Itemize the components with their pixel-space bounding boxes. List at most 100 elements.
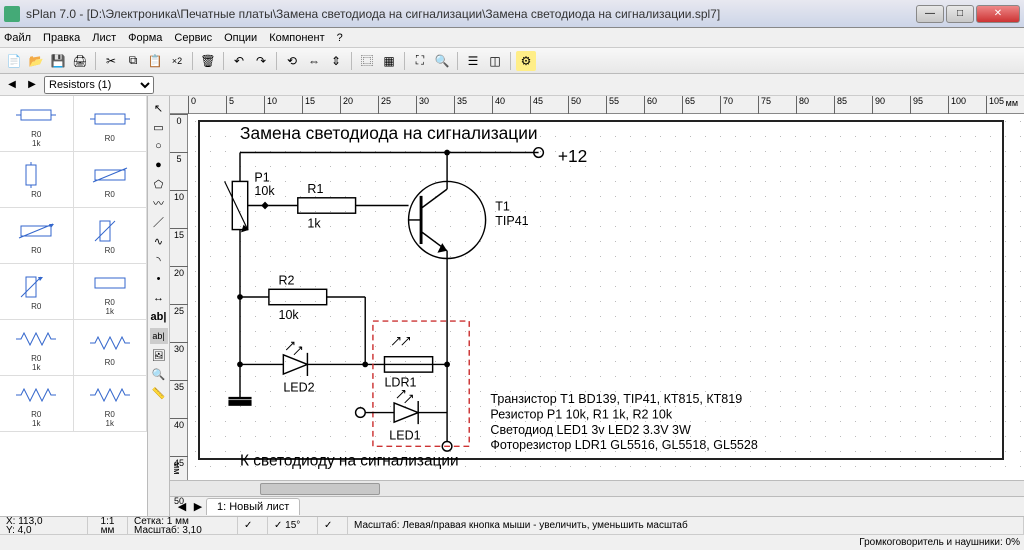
polyline-icon[interactable]: 〰 [150,195,168,211]
circle-icon[interactable]: ○ [150,138,168,154]
ruler-horizontal: мм 0510152025303540455055606570758085909… [170,96,1024,114]
redo-icon[interactable]: ↷ [251,51,271,71]
menu-service[interactable]: Сервис [174,32,212,44]
title-bar: sPlan 7.0 - [D:\Электроника\Печатные пла… [0,0,1024,28]
status-hint: Масштаб: Левая/правая кнопка мыши - увел… [348,517,1024,534]
ungroup-icon[interactable]: ▦ [379,51,399,71]
sheet-tab[interactable]: 1: Новый лист [206,498,300,515]
component-palette: R01k R0 R0 R0 R0 R0 R0 R01k R01k R0 R01k… [0,96,148,516]
menu-sheet[interactable]: Лист [92,32,116,44]
svg-text:R1: R1 [307,182,323,196]
svg-text:LDR1: LDR1 [384,376,416,390]
drawing-canvas[interactable]: Замена светодиода на сигнализации +12 [188,114,1024,480]
svg-text:Резистор P1 10k, R1 1k, R2 10k: Резистор P1 10k, R1 1k, R2 10k [490,407,672,421]
label-icon[interactable]: ab| [150,328,168,344]
window-title: sPlan 7.0 - [D:\Электроника\Печатные пла… [26,7,916,21]
palette-item[interactable]: R0 [74,208,148,263]
coord-y: Y: 4,0 [6,526,32,535]
horizontal-scrollbar[interactable] [170,480,1024,496]
delete-icon[interactable]: 🗑 [198,51,218,71]
status-angle[interactable]: ✓ 15° [268,517,318,534]
text-icon[interactable]: ab| [150,309,168,325]
rotate-icon[interactable]: ⟲ [282,51,302,71]
palette-item[interactable]: R01k [0,320,74,375]
palette-item[interactable]: R0 [0,264,74,319]
status-check[interactable]: ✓ [238,517,268,534]
audio-status: Громкоговоритель и наушники: 0% [859,537,1020,548]
rect-icon[interactable]: ▭ [150,119,168,135]
snap-icon[interactable]: ◫ [485,51,505,71]
undo-icon[interactable]: ↶ [229,51,249,71]
toolbar: 📄 📂 💾 🖨 ✂ ⧉ 📋 ×2 🗑 ↶ ↷ ⟲ ⇔ ⇕ ⿴ ▦ ⛶ 🔍 ☰ ◫… [0,48,1024,74]
svg-text:К светодиоду на сигнализации: К светодиоду на сигнализации [240,453,459,470]
menu-file[interactable]: Файл [4,32,31,44]
svg-text:1k: 1k [307,217,321,231]
zoom-icon[interactable]: 🔍 [150,366,168,382]
palette-item[interactable]: R0 [74,96,148,151]
menu-options[interactable]: Опции [224,32,257,44]
arc-icon[interactable]: ◝ [150,252,168,268]
menu-edit[interactable]: Правка [43,32,80,44]
copy-icon[interactable]: ⧉ [123,51,143,71]
palette-item[interactable]: R0 [0,152,74,207]
svg-text:Светодиод LED1 3v LED2 3.3V 3W: Светодиод LED1 3v LED2 3.3V 3W [490,423,691,437]
poly-icon[interactable]: ⬠ [150,176,168,192]
close-button[interactable]: ✕ [976,5,1020,23]
app-icon [4,6,20,22]
minimize-button[interactable]: — [916,5,944,23]
layers-icon[interactable]: ☰ [463,51,483,71]
mirror-h-icon[interactable]: ⇔ [304,51,324,71]
status-bar-2: Громкоговоритель и наушники: 0% [0,534,1024,550]
lib-prev-icon[interactable]: ◀ [4,77,20,93]
sheet-tabs: ◀ ▶ 1: Новый лист [170,496,1024,516]
svg-text:Фоторезистор LDR1 GL5516, GL55: Фоторезистор LDR1 GL5516, GL5518, GL5528 [490,438,757,452]
line-icon[interactable]: ／ [150,214,168,230]
svg-text:P1: P1 [254,170,269,184]
menu-form[interactable]: Форма [128,32,162,44]
palette-item[interactable]: R01k [74,264,148,319]
paste-icon[interactable]: 📋 [145,51,165,71]
palette-item[interactable]: R01k [0,376,74,431]
mirror-v-icon[interactable]: ⇕ [326,51,346,71]
dup-icon[interactable]: ×2 [167,51,187,71]
ruler-vertical: мм 05101520253035404550 [170,114,188,480]
palette-item[interactable]: R0 [74,152,148,207]
search-icon[interactable]: 🔍 [432,51,452,71]
image-icon[interactable]: 🖼 [150,347,168,363]
tool-column: ↖ ▭ ○ ● ⬠ 〰 ／ ∿ ◝ • ↔ ab| ab| 🖼 🔍 📏 [148,96,170,516]
status-bar: X: 113,0 Y: 4,0 1:1 мм Сетка: 1 мм Масшт… [0,516,1024,534]
menu-help[interactable]: ? [337,32,343,44]
filled-circle-icon[interactable]: ● [150,157,168,173]
palette-item[interactable]: R0 [0,208,74,263]
save-icon[interactable]: 💾 [48,51,68,71]
bezier-icon[interactable]: ∿ [150,233,168,249]
canvas-area: мм 0510152025303540455055606570758085909… [170,96,1024,516]
options-icon[interactable]: ⚙ [516,51,536,71]
print-icon[interactable]: 🖨 [70,51,90,71]
menu-bar: Файл Правка Лист Форма Сервис Опции Комп… [0,28,1024,48]
cut-icon[interactable]: ✂ [101,51,121,71]
open-icon[interactable]: 📂 [26,51,46,71]
library-selector-row: ◀ ▶ Resistors (1) [0,74,1024,96]
tab-next-icon[interactable]: ▶ [190,500,206,513]
palette-item[interactable]: R01k [0,96,74,151]
svg-text:+12: +12 [558,146,587,166]
maximize-button[interactable]: □ [946,5,974,23]
new-icon[interactable]: 📄 [4,51,24,71]
svg-text:T1: T1 [495,199,510,213]
dimension-icon[interactable]: ↔ [150,290,168,306]
zoom-fit-icon[interactable]: ⛶ [410,51,430,71]
menu-component[interactable]: Компонент [269,32,324,44]
pointer-icon[interactable]: ↖ [150,100,168,116]
svg-text:LED1: LED1 [389,429,420,443]
svg-text:10k: 10k [254,184,275,198]
measure-icon[interactable]: 📏 [150,385,168,401]
palette-item[interactable]: R01k [74,376,148,431]
schematic-title: Замена светодиода на сигнализации [240,123,538,143]
palette-item[interactable]: R0 [74,320,148,375]
status-check2[interactable]: ✓ [318,517,348,534]
lib-next-icon[interactable]: ▶ [24,77,40,93]
junction-icon[interactable]: • [150,271,168,287]
library-select[interactable]: Resistors (1) [44,76,154,94]
group-icon[interactable]: ⿴ [357,51,377,71]
